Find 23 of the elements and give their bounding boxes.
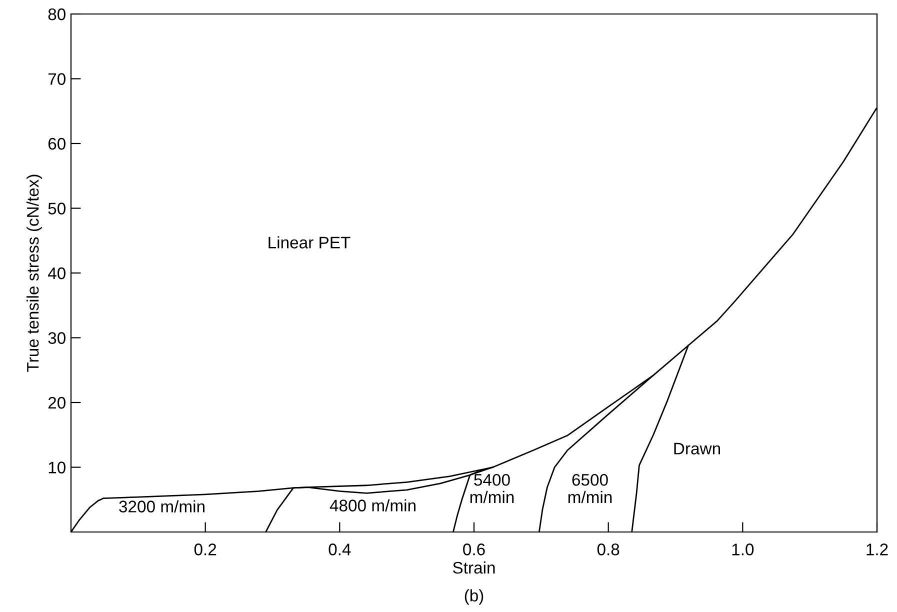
y-tick-label: 50 bbox=[48, 202, 66, 214]
y-tick-label: 10 bbox=[48, 462, 66, 474]
y-axis-title: True tensile stress (cN/tex) bbox=[26, 174, 42, 372]
x-tick-label: 0.6 bbox=[463, 544, 485, 556]
y-tick-label: 20 bbox=[48, 396, 66, 409]
x-tick-label: 1.0 bbox=[732, 544, 754, 556]
y-tick-label: 60 bbox=[48, 138, 66, 150]
annotation: Drawn bbox=[674, 442, 720, 454]
y-tick-label: 30 bbox=[48, 332, 66, 344]
y-tick-label: 40 bbox=[48, 267, 66, 280]
x-tick-label: 0.4 bbox=[328, 544, 351, 556]
x-axis-title: Strain bbox=[452, 561, 495, 574]
text: (b) bbox=[464, 589, 484, 605]
annotation: 3200 m/min bbox=[119, 500, 204, 512]
annotation: Linear PET bbox=[268, 236, 350, 248]
annotation: 5400 m/min bbox=[470, 474, 514, 504]
x-tick-label: 0.8 bbox=[597, 544, 620, 556]
x-tick-label: 1.2 bbox=[866, 544, 888, 556]
annotation: 4800 m/min bbox=[330, 499, 416, 512]
annotation: 6500 m/min bbox=[568, 474, 612, 504]
y-tick-label: 80 bbox=[48, 8, 66, 20]
x-tick-label: 0.2 bbox=[194, 544, 216, 556]
y-tick-label: 70 bbox=[48, 73, 66, 85]
